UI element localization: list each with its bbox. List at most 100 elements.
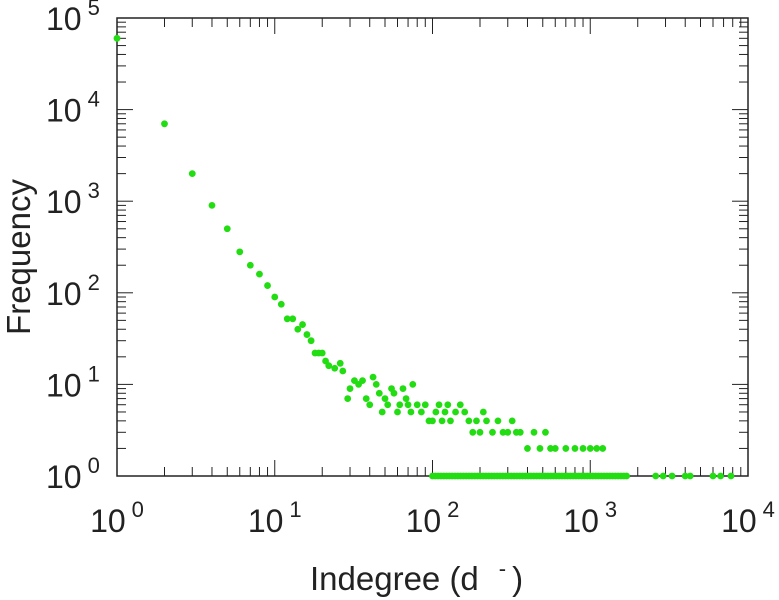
data-point [438,417,446,425]
x-tick-label: 10 1 [248,497,302,539]
data-point [346,385,354,392]
data-point [375,389,383,397]
data-point [359,377,366,385]
data-point [579,445,587,452]
data-point [246,261,254,269]
data-point [188,170,196,178]
data-point [530,428,538,436]
data-point [562,445,570,452]
data-point [223,225,231,233]
data-point [299,321,306,328]
data-point [681,472,689,480]
data-point [542,428,549,436]
data-point [396,401,404,409]
y-tick-label: 10 1 [46,361,100,403]
data-point [499,428,507,436]
data-point [571,445,579,452]
data-point [161,120,168,128]
data-point [336,359,344,367]
data-point [362,395,370,402]
data-point [271,293,279,301]
data-point [236,248,244,256]
data-point [372,381,380,388]
y-tick-label: 10 2 [46,270,100,312]
x-major-ticks [116,18,749,476]
x-axis-label-superscript: - [499,556,506,581]
data-point [551,445,559,452]
data-point [325,362,333,370]
data-point [283,315,291,323]
x-tick-label: 10 0 [90,497,144,539]
data-point [264,282,271,289]
data-point [402,395,410,402]
data-point [709,472,717,480]
data-point [404,401,412,409]
data-point [366,401,374,409]
data-point [461,408,469,416]
x-axis-label-close: ) [512,560,523,597]
data-point [384,401,392,409]
data-point [409,381,417,388]
data-point [536,445,544,452]
data-point [476,428,484,436]
y-axis-label: Frequency [0,179,37,335]
data-point [435,401,443,409]
data-point [483,417,490,425]
data-point [407,408,415,416]
data-point [277,300,285,308]
data-point [717,472,724,480]
data-point [208,201,216,209]
data-point [339,367,347,375]
data-point [113,34,121,42]
y-tick-label: 10 3 [46,178,100,220]
x-tick-labels: 10 0 10 1 10 2 10 3 10 4 [90,497,775,539]
data-point [331,364,339,372]
data-point [441,408,449,416]
data-point [444,401,452,409]
data-point [652,472,660,480]
x-tick-label: 10 4 [721,497,775,539]
data-point [303,331,311,338]
data-point [668,472,676,480]
data-point [473,417,480,425]
data-point [516,428,524,436]
data-point [465,417,473,425]
y-tick-label: 10 4 [46,87,100,129]
data-point [390,389,398,397]
y-major-ticks [117,17,748,477]
minor-ticks [117,18,748,476]
data-point [369,373,377,381]
data-point [378,408,386,416]
data-point [524,445,531,452]
data-point [256,270,263,278]
data-point [344,395,352,402]
data-point [421,401,429,409]
data-points [113,34,735,480]
data-point [318,349,326,357]
x-axis-label: Indegree (d -) [310,556,523,597]
y-tick-label: 10 5 [46,0,100,37]
data-point [727,472,735,480]
x-axis-label-main: Indegree (d [310,560,479,597]
data-point [479,408,487,416]
data-point [547,445,554,452]
data-point [599,445,607,452]
data-point [508,417,516,425]
plot-frame [116,17,749,477]
data-point [413,401,421,409]
data-point [659,472,667,480]
data-point [623,472,631,480]
data-point [289,315,297,323]
data-point [307,337,315,345]
data-point [294,325,302,333]
data-point [399,385,407,392]
data-point [456,401,464,409]
x-tick-label: 10 3 [563,497,617,539]
x-tick-label: 10 2 [406,497,460,539]
data-point [469,428,477,436]
data-point [429,417,436,425]
data-point [686,472,694,480]
data-point [432,408,440,416]
